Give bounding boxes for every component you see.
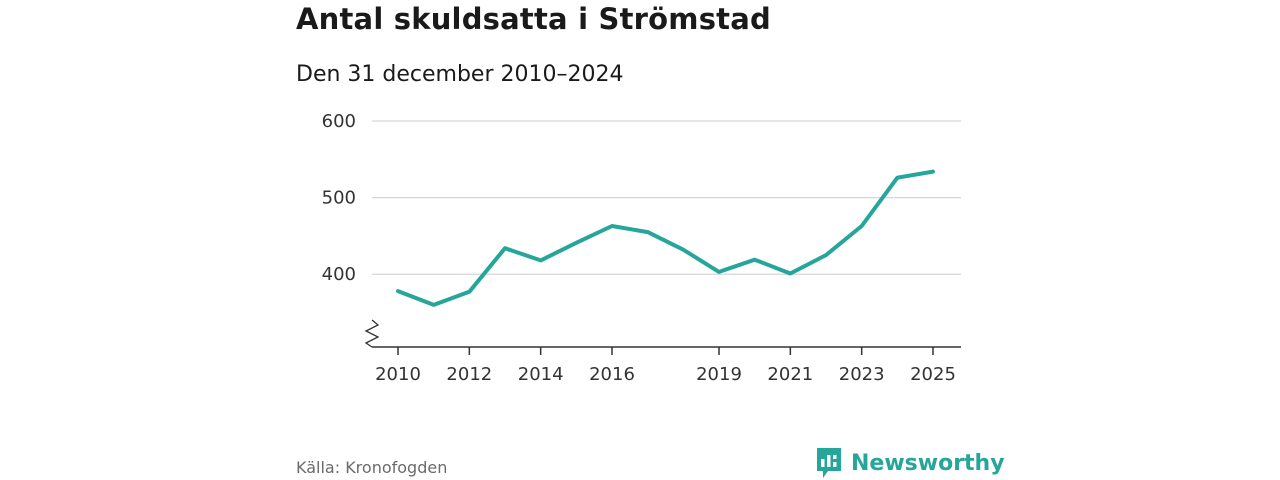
data-point — [503, 246, 507, 250]
data-point — [788, 271, 792, 275]
x-tick-label: 2014 — [518, 364, 564, 385]
x-tick-label: 2019 — [696, 364, 742, 385]
y-tick-label: 400 — [322, 264, 356, 285]
data-point — [717, 270, 721, 274]
data-point — [860, 224, 864, 228]
data-point — [610, 224, 614, 228]
data-point — [574, 241, 578, 245]
data-point — [824, 253, 828, 257]
x-tick-label: 2016 — [589, 364, 635, 385]
series-line-0 — [396, 169, 935, 307]
brand-name: Newsworthy — [851, 450, 1005, 476]
y-axis-ticks: 400 500 600 — [322, 111, 356, 285]
data-point — [467, 290, 471, 294]
data-point — [646, 230, 650, 234]
chart-title: Antal skuldsatta i Strömstad — [296, 2, 771, 36]
y-tick-label: 600 — [322, 111, 356, 132]
y-tick-label: 500 — [322, 188, 356, 209]
grid-lines — [372, 120, 961, 275]
x-tick-label: 2025 — [910, 364, 956, 385]
data-point — [681, 248, 685, 252]
source-note: Källa: Kronofogden — [296, 458, 448, 477]
data-point — [396, 289, 400, 293]
x-tick-label: 2021 — [767, 364, 813, 385]
x-tick-label: 2010 — [375, 364, 421, 385]
series-layer — [396, 169, 935, 307]
data-point — [432, 303, 436, 307]
brand-logo[interactable]: Newsworthy — [815, 446, 1005, 480]
bar-chart-speech-bubble-icon — [817, 448, 841, 478]
x-axis — [364, 319, 961, 348]
x-axis-ticks: 2010 2012 2014 2016 2019 2021 2023 2025 — [375, 347, 956, 385]
x-tick-label: 2012 — [446, 364, 492, 385]
data-point — [539, 258, 543, 262]
data-point — [931, 170, 935, 174]
data-point — [753, 258, 757, 262]
axis-break-icon — [364, 319, 380, 348]
x-tick-label: 2023 — [839, 364, 885, 385]
chart-subtitle: Den 31 december 2010–2024 — [296, 62, 624, 87]
data-point — [895, 176, 899, 180]
